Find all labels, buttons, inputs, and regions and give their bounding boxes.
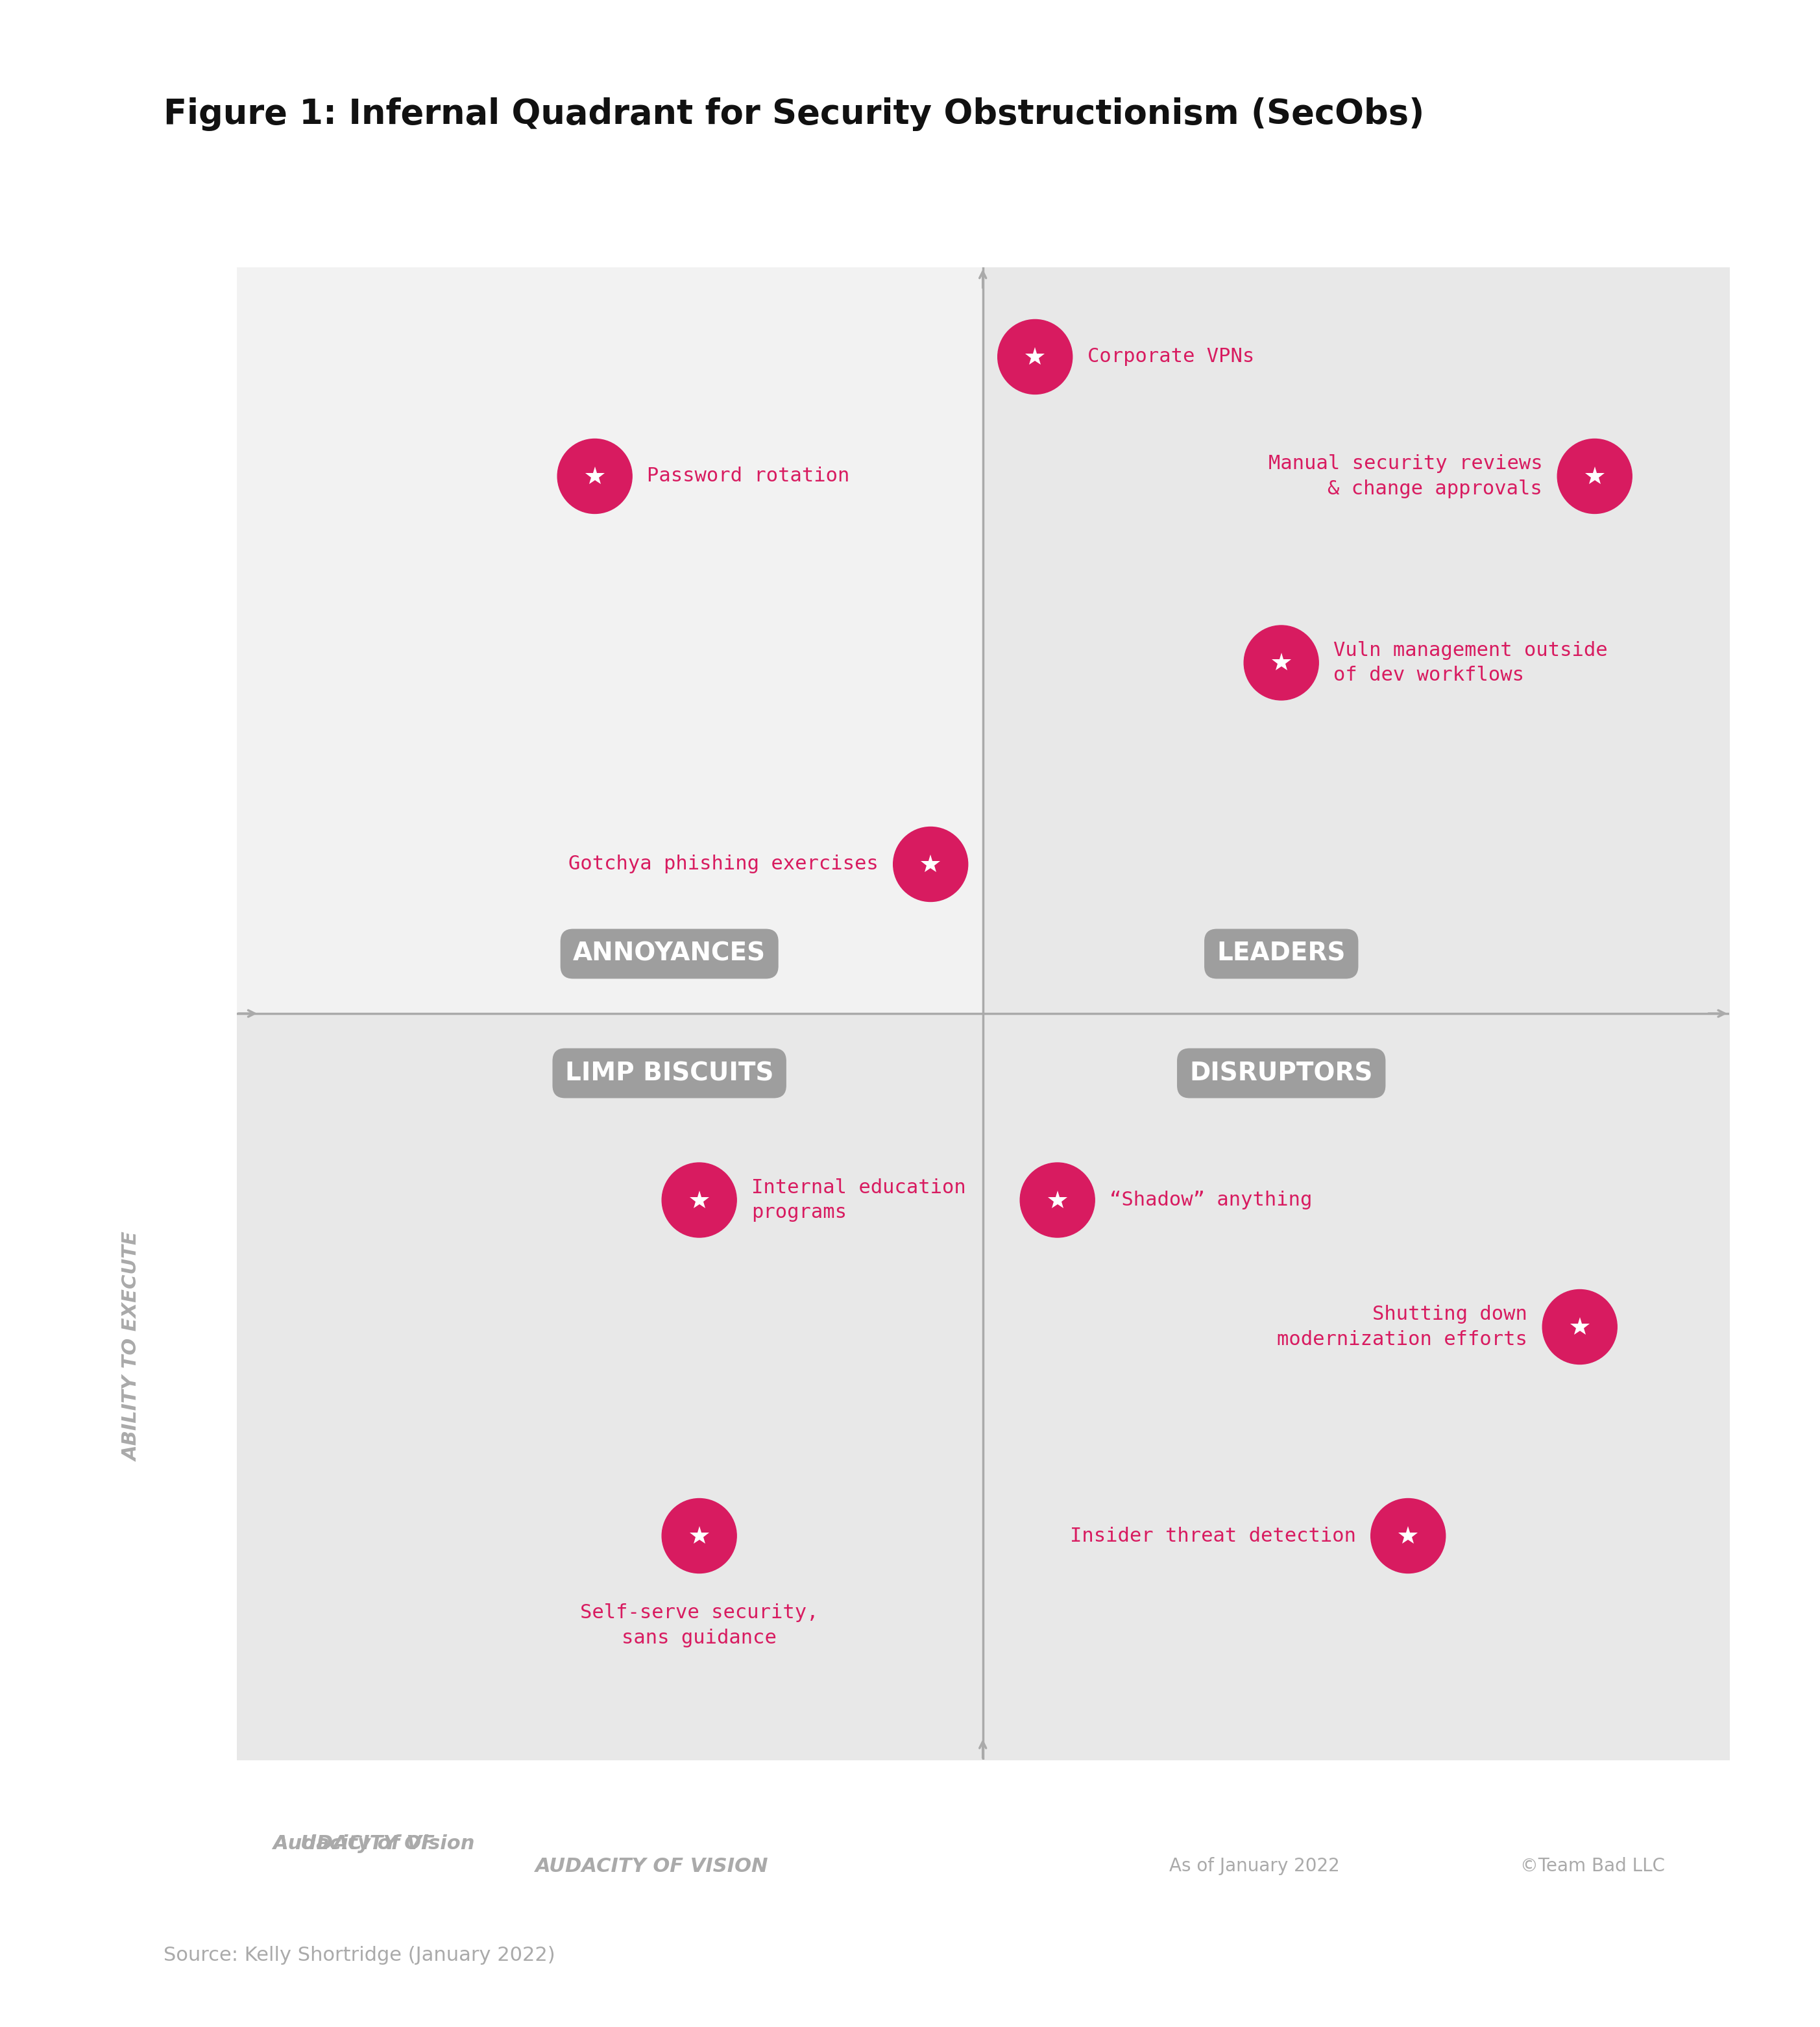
Text: Password rotation: Password rotation bbox=[648, 466, 850, 486]
Text: Insider threat detection: Insider threat detection bbox=[1070, 1526, 1356, 1545]
Text: AUDACITY OF VISION: AUDACITY OF VISION bbox=[535, 1857, 768, 1875]
Text: Internal education
programs: Internal education programs bbox=[752, 1178, 966, 1222]
Text: A: A bbox=[273, 1834, 288, 1853]
Circle shape bbox=[662, 1163, 737, 1236]
Circle shape bbox=[894, 827, 968, 902]
Circle shape bbox=[1558, 440, 1633, 513]
Circle shape bbox=[1542, 1289, 1616, 1364]
Text: DISRUPTORS: DISRUPTORS bbox=[1190, 1060, 1372, 1086]
Text: Source: Kelly Shortridge (January 2022): Source: Kelly Shortridge (January 2022) bbox=[164, 1946, 555, 1964]
Text: Figure 1: Infernal Quadrant for Security Obstructionism (SecObs): Figure 1: Infernal Quadrant for Security… bbox=[164, 97, 1425, 132]
Text: Corporate VPNs: Corporate VPNs bbox=[1087, 347, 1254, 367]
Text: Self-serve security,
sans guidance: Self-serve security, sans guidance bbox=[581, 1603, 819, 1648]
Circle shape bbox=[662, 1498, 737, 1573]
Text: ABILITY TO EXECUTE: ABILITY TO EXECUTE bbox=[122, 1232, 142, 1461]
Text: Vuln management outside
of dev workflows: Vuln management outside of dev workflows bbox=[1334, 641, 1607, 685]
Text: As of January 2022: As of January 2022 bbox=[1168, 1857, 1340, 1875]
Text: Manual security reviews
& change approvals: Manual security reviews & change approva… bbox=[1269, 454, 1543, 499]
Text: LIMP BISCUITS: LIMP BISCUITS bbox=[564, 1060, 774, 1086]
Text: Audacity of Vision: Audacity of Vision bbox=[273, 1834, 475, 1853]
Text: Gotchya phishing exercises: Gotchya phishing exercises bbox=[568, 855, 879, 874]
Text: Shutting down
modernization efforts: Shutting down modernization efforts bbox=[1278, 1305, 1527, 1348]
Text: ANNOYANCES: ANNOYANCES bbox=[573, 941, 766, 967]
Text: LEADERS: LEADERS bbox=[1218, 941, 1345, 967]
Text: UDACITY OF: UDACITY OF bbox=[300, 1834, 442, 1853]
Circle shape bbox=[1370, 1498, 1445, 1573]
Circle shape bbox=[1019, 1163, 1094, 1236]
Circle shape bbox=[1245, 626, 1318, 699]
Text: “Shadow” anything: “Shadow” anything bbox=[1110, 1190, 1312, 1210]
Text: ©Team Bad LLC: ©Team Bad LLC bbox=[1520, 1857, 1665, 1875]
Circle shape bbox=[997, 320, 1072, 393]
Circle shape bbox=[557, 440, 632, 513]
